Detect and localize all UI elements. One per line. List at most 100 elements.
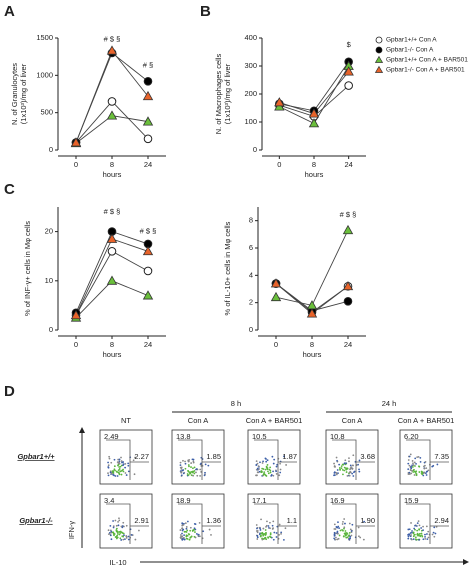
gate [406,503,431,544]
flow-event [269,469,272,472]
flow-event [262,473,265,476]
flow-event [122,470,125,473]
flow-event [265,538,268,541]
flow-event [261,467,264,470]
flow-event [116,475,119,477]
gate [106,439,131,480]
flow-event [411,531,413,534]
annotation: # $ § [140,227,157,236]
flow-event [183,538,186,541]
flow-event [410,534,412,536]
gate [178,503,203,544]
annotation: # $ § [104,207,121,216]
flow-event [107,466,110,469]
flow-event [282,538,285,541]
flow-event [256,531,259,534]
point [308,108,320,118]
flow-event [350,534,353,537]
flow-event [120,473,123,476]
point [107,97,117,106]
flow-event [262,527,265,530]
flow-event [125,474,128,476]
flow-event [112,473,114,476]
flow-event [338,534,341,537]
flow-event [263,471,266,474]
flow-event [349,468,351,471]
flow-event [122,538,125,541]
annotation: # $ § [340,210,357,219]
flow-event [266,459,269,462]
panel-label: D [4,383,15,400]
flow-event [422,474,425,477]
flow-event [184,467,187,470]
x-axis-label: hours [103,170,122,179]
flow-event [109,524,112,527]
flow-event [110,461,113,464]
panel-label: B [200,3,211,20]
y-tick-label: 0 [49,325,53,334]
flow-event [193,469,196,472]
flow-event [190,474,193,477]
flow-event [184,522,187,525]
flow-event [265,525,267,528]
flow-event [182,523,185,526]
flow-event [412,464,415,466]
flow-event [408,455,411,458]
x-tick-label: 0 [277,160,281,169]
point [143,134,153,144]
flow-event [421,471,424,474]
point [107,246,117,256]
flow-event [338,463,341,466]
flow-event [413,527,416,530]
point [142,116,154,126]
flow-event [264,474,267,477]
flow-event [208,528,211,531]
flow-event [115,529,118,532]
flow-event [273,458,276,461]
flow-event [183,534,185,537]
quadrant-value: 15.9 [404,496,419,505]
y-tick-label: 6 [249,243,253,252]
flow-event [358,470,361,473]
flow-event [261,470,263,473]
flow-event [431,533,434,536]
flow-event [333,528,336,530]
column-header: Con A [342,416,362,425]
flow-event [189,536,192,539]
flow-event [421,473,424,475]
flow-event [345,471,348,473]
flow-event [185,527,188,530]
flow-event [415,463,417,465]
flow-event [358,468,360,471]
flow-event [272,470,274,473]
y-axis-label: IFN-γ [67,521,76,540]
flow-event [333,523,336,526]
flow-event [187,533,190,535]
flow-event [257,465,260,468]
flow-event [125,535,128,537]
flow-event [416,532,419,535]
flow-event [412,469,415,472]
point [70,309,82,320]
x-tick-label: 8 [110,160,114,169]
flow-event [263,532,266,535]
flow-event [193,535,196,538]
flow-event [121,525,124,527]
flow-event [339,468,342,471]
flow-event [348,460,350,463]
flow-event [109,471,112,474]
flow-plot [99,493,153,549]
flow-event [415,470,418,473]
flow-event [192,474,195,477]
y-tick-label: 2 [249,298,253,307]
flow-event [262,460,264,463]
flow-event [118,533,121,536]
flow-event [199,475,202,477]
x-tick-label: 8 [110,340,114,349]
flow-event [258,470,261,473]
quadrant-value: 1.90 [360,516,375,525]
flow-event [407,535,410,538]
point [343,66,354,76]
flow-event [183,530,186,533]
flow-event [207,464,210,467]
